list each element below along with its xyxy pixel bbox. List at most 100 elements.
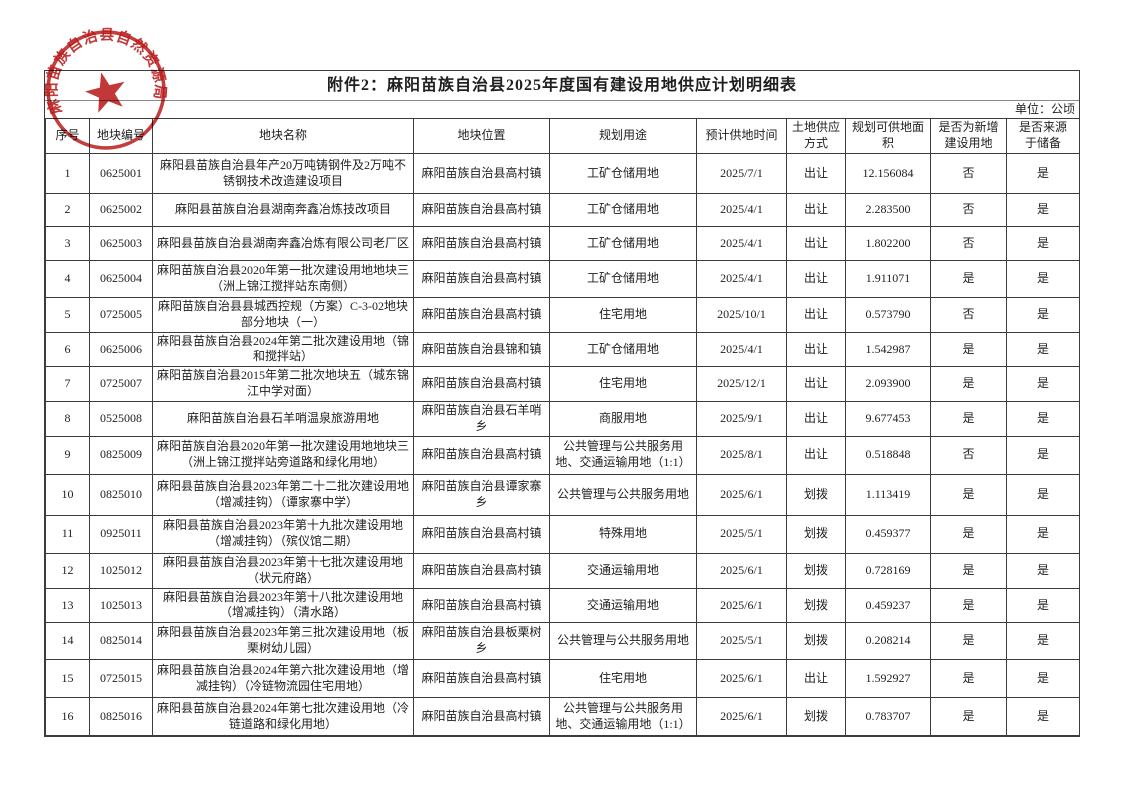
cell-no: 6 bbox=[45, 331, 90, 368]
cell-area: 12.156084 bbox=[845, 153, 931, 194]
table-row: 8 0525008 麻阳苗族自治县石羊哨温泉旅游用地 麻阳苗族自治县石羊哨乡 商服用地 2… bbox=[45, 400, 1080, 437]
cell-is-new-construction: 是 bbox=[930, 552, 1007, 589]
cell-supply-method: 出让 bbox=[786, 400, 846, 437]
cell-from-reserve: 是 bbox=[1006, 260, 1080, 298]
cell-plot-id: 0825014 bbox=[89, 622, 153, 661]
cell-is-new-construction: 否 bbox=[930, 435, 1007, 475]
cell-is-new-construction: 是 bbox=[930, 659, 1007, 699]
cell-planned-use: 住宅用地 bbox=[549, 659, 697, 699]
cell-from-reserve: 是 bbox=[1006, 552, 1080, 589]
column-header-no: 序号 bbox=[45, 118, 90, 154]
cell-supply-method: 划拨 bbox=[786, 514, 846, 554]
cell-plot-name: 麻阳苗族自治县2015年第二批次地块五（城东锦江中学对面） bbox=[152, 366, 414, 402]
cell-plot-id: 0725015 bbox=[89, 659, 153, 699]
cell-plot-id: 0925011 bbox=[89, 514, 153, 554]
cell-supply-date: 2025/10/1 bbox=[696, 297, 787, 333]
cell-plot-name: 麻阳县苗族自治县2023年第十八批次建设用地（增减挂钩）（清水路） bbox=[152, 587, 414, 624]
cell-supply-date: 2025/5/1 bbox=[696, 622, 787, 661]
cell-location: 麻阳苗族自治县高村镇 bbox=[413, 587, 550, 624]
table-row: 11 0925011 麻阳县苗族自治县2023年第十九批次建设用地（增减挂钩）（殡仪… bbox=[45, 514, 1080, 554]
cell-planned-use: 商服用地 bbox=[549, 400, 697, 437]
cell-area: 0.728169 bbox=[845, 552, 931, 589]
table-row: 6 0625006 麻阳县苗族自治县2024年第二批次建设用地（锦和搅拌站） 麻阳苗族… bbox=[45, 331, 1080, 368]
cell-is-new-construction: 是 bbox=[930, 587, 1007, 624]
cell-area: 1.542987 bbox=[845, 331, 931, 368]
cell-plot-id: 0825009 bbox=[89, 435, 153, 475]
cell-is-new-construction: 是 bbox=[930, 331, 1007, 368]
cell-plot-name: 麻阳县苗族自治县2024年第二批次建设用地（锦和搅拌站） bbox=[152, 331, 414, 368]
cell-planned-use: 工矿仓储用地 bbox=[549, 153, 697, 194]
cell-plot-id: 1025012 bbox=[89, 552, 153, 589]
cell-plot-id: 0625001 bbox=[89, 153, 153, 194]
cell-area: 0.208214 bbox=[845, 622, 931, 661]
cell-area: 2.283500 bbox=[845, 193, 931, 227]
table-row: 16 0825016 麻阳县苗族自治县2024年第七批次建设用地（冷链道路和绿化用地… bbox=[45, 697, 1080, 737]
cell-location: 麻阳苗族自治县板栗树乡 bbox=[413, 622, 550, 661]
table-row: 10 0825010 麻阳县苗族自治县2023年第二十二批次建设用地（增减挂钩）（谭… bbox=[45, 473, 1080, 516]
table-row: 12 1025012 麻阳县苗族自治县2023年第十七批次建设用地（状元府路） 麻阳苗… bbox=[45, 552, 1080, 589]
table-row: 15 0725015 麻阳县苗族自治县2024年第六批次建设用地（增减挂钩）（冷链物… bbox=[45, 659, 1080, 699]
cell-is-new-construction: 是 bbox=[930, 622, 1007, 661]
cell-supply-date: 2025/7/1 bbox=[696, 153, 787, 194]
cell-supply-date: 2025/6/1 bbox=[696, 659, 787, 699]
cell-planned-use: 工矿仓储用地 bbox=[549, 226, 697, 261]
cell-location: 麻阳苗族自治县高村镇 bbox=[413, 697, 550, 737]
cell-area: 0.573790 bbox=[845, 297, 931, 333]
cell-plot-id: 0525008 bbox=[89, 400, 153, 437]
cell-plot-id: 0725007 bbox=[89, 366, 153, 402]
column-header-from-reserve: 是否来源 于储备 bbox=[1006, 118, 1080, 154]
cell-supply-date: 2025/6/1 bbox=[696, 587, 787, 624]
cell-plot-id: 0825010 bbox=[89, 473, 153, 516]
cell-no: 4 bbox=[45, 260, 90, 298]
cell-supply-method: 出让 bbox=[786, 366, 846, 402]
cell-from-reserve: 是 bbox=[1006, 435, 1080, 475]
cell-location: 麻阳苗族自治县高村镇 bbox=[413, 435, 550, 475]
cell-from-reserve: 是 bbox=[1006, 622, 1080, 661]
cell-location: 麻阳苗族自治县高村镇 bbox=[413, 153, 550, 194]
cell-no: 7 bbox=[45, 366, 90, 402]
unit-label: 单位：公顷 bbox=[1014, 102, 1075, 116]
table-row: 3 0625003 麻阳县苗族自治县湖南奔鑫冶炼有限公司老厂区 麻阳苗族自治县高村镇工… bbox=[45, 226, 1080, 261]
cell-supply-date: 2025/4/1 bbox=[696, 226, 787, 261]
cell-from-reserve: 是 bbox=[1006, 366, 1080, 402]
land-supply-plan-table: 序号 地块编号 地块名称 地块位置 规划用途 预计供地时间 土地供应 方式 规划可供地面 积是… bbox=[45, 118, 1080, 737]
column-header-plot-id: 地块编号 bbox=[89, 118, 153, 154]
cell-plot-id: 0725005 bbox=[89, 297, 153, 333]
column-header-supply-method: 土地供应 方式 bbox=[786, 118, 846, 154]
cell-plot-name: 麻阳苗族自治县2020年第一批次建设用地地块三（洲上锦江搅拌站东南侧） bbox=[152, 260, 414, 298]
cell-from-reserve: 是 bbox=[1006, 153, 1080, 194]
cell-plot-name: 麻阳县苗族自治县湖南奔鑫冶炼技改项目 bbox=[152, 193, 414, 227]
cell-location: 麻阳苗族自治县高村镇 bbox=[413, 297, 550, 333]
cell-area: 1.592927 bbox=[845, 659, 931, 699]
cell-from-reserve: 是 bbox=[1006, 297, 1080, 333]
cell-area: 2.093900 bbox=[845, 366, 931, 402]
cell-supply-date: 2025/4/1 bbox=[696, 260, 787, 298]
cell-supply-method: 出让 bbox=[786, 193, 846, 227]
cell-is-new-construction: 是 bbox=[930, 366, 1007, 402]
cell-is-new-construction: 否 bbox=[930, 226, 1007, 261]
cell-supply-date: 2025/9/1 bbox=[696, 400, 787, 437]
cell-plot-id: 1025013 bbox=[89, 587, 153, 624]
table-header-row: 序号 地块编号 地块名称 地块位置 规划用途 预计供地时间 土地供应 方式 规划可供地面 积是… bbox=[45, 118, 1080, 154]
cell-plot-name: 麻阳县苗族自治县2024年第六批次建设用地（增减挂钩）（冷链物流园住宅用地） bbox=[152, 659, 414, 699]
cell-supply-date: 2025/4/1 bbox=[696, 331, 787, 368]
cell-area: 1.802200 bbox=[845, 226, 931, 261]
cell-planned-use: 工矿仓储用地 bbox=[549, 260, 697, 298]
cell-supply-date: 2025/12/1 bbox=[696, 366, 787, 402]
cell-plot-id: 0625002 bbox=[89, 193, 153, 227]
cell-supply-date: 2025/4/1 bbox=[696, 193, 787, 227]
cell-plot-name: 麻阳县苗族自治县2024年第七批次建设用地（冷链道路和绿化用地） bbox=[152, 697, 414, 737]
cell-is-new-construction: 是 bbox=[930, 514, 1007, 554]
cell-supply-method: 出让 bbox=[786, 331, 846, 368]
cell-no: 12 bbox=[45, 552, 90, 589]
cell-area: 0.518848 bbox=[845, 435, 931, 475]
cell-from-reserve: 是 bbox=[1006, 514, 1080, 554]
column-header-area: 规划可供地面 积 bbox=[845, 118, 931, 154]
cell-location: 麻阳苗族自治县石羊哨乡 bbox=[413, 400, 550, 437]
cell-from-reserve: 是 bbox=[1006, 400, 1080, 437]
cell-no: 2 bbox=[45, 193, 90, 227]
cell-from-reserve: 是 bbox=[1006, 331, 1080, 368]
cell-location: 麻阳苗族自治县高村镇 bbox=[413, 260, 550, 298]
cell-supply-method: 出让 bbox=[786, 659, 846, 699]
